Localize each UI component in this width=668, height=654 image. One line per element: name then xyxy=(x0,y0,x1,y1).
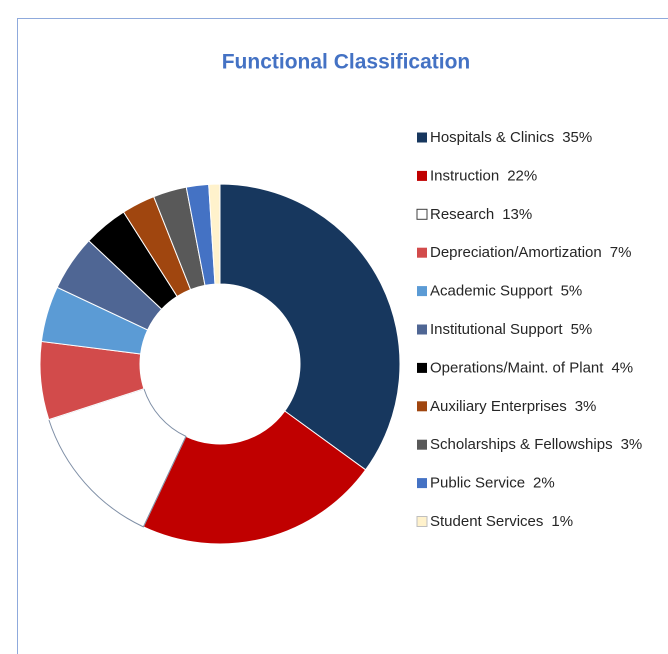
legend-value: 1% xyxy=(551,513,573,530)
legend-label: Academic Support xyxy=(430,283,553,300)
slice xyxy=(48,388,187,528)
legend-label: Scholarships & Fellowships xyxy=(430,436,613,453)
legend-label: Depreciation/Amortization xyxy=(430,244,602,261)
legend-swatch xyxy=(417,478,427,489)
legend-value: 5% xyxy=(561,283,583,300)
legend-swatch xyxy=(417,439,427,450)
legend-label: Hospitals & Clinics xyxy=(430,129,554,146)
legend-label: Public Service xyxy=(430,475,525,492)
legend-swatch xyxy=(416,208,428,220)
legend-value: 3% xyxy=(621,436,643,453)
legend-label: Institutional Support xyxy=(430,321,563,338)
slice xyxy=(208,183,221,285)
legend-swatch xyxy=(416,516,428,527)
legend-swatch xyxy=(417,286,427,297)
legend-value: 22% xyxy=(507,167,537,184)
legend-swatch xyxy=(417,362,427,373)
legend-swatch xyxy=(417,324,427,335)
legend-swatch xyxy=(417,170,427,181)
legend-value: 35% xyxy=(562,129,592,146)
legend-value: 4% xyxy=(611,359,633,376)
slice xyxy=(219,183,401,471)
legend-label: Operations/Maint. of Plant xyxy=(430,359,604,376)
legend-swatch xyxy=(417,132,427,143)
legend-swatch xyxy=(417,247,427,258)
legend-value: 13% xyxy=(502,206,532,223)
legend-label: Research xyxy=(430,206,494,223)
legend-value: 2% xyxy=(533,475,555,492)
legend-value: 7% xyxy=(610,244,632,261)
slice xyxy=(142,410,367,545)
legend-value: 5% xyxy=(571,321,593,338)
legend-label: Auxiliary Enterprises xyxy=(430,398,567,415)
legend-label: Student Services xyxy=(430,513,543,530)
chart-title: Functional Classification xyxy=(222,51,471,74)
legend-label: Instruction xyxy=(430,167,499,184)
legend-swatch xyxy=(417,401,427,412)
legend-value: 3% xyxy=(575,398,597,415)
